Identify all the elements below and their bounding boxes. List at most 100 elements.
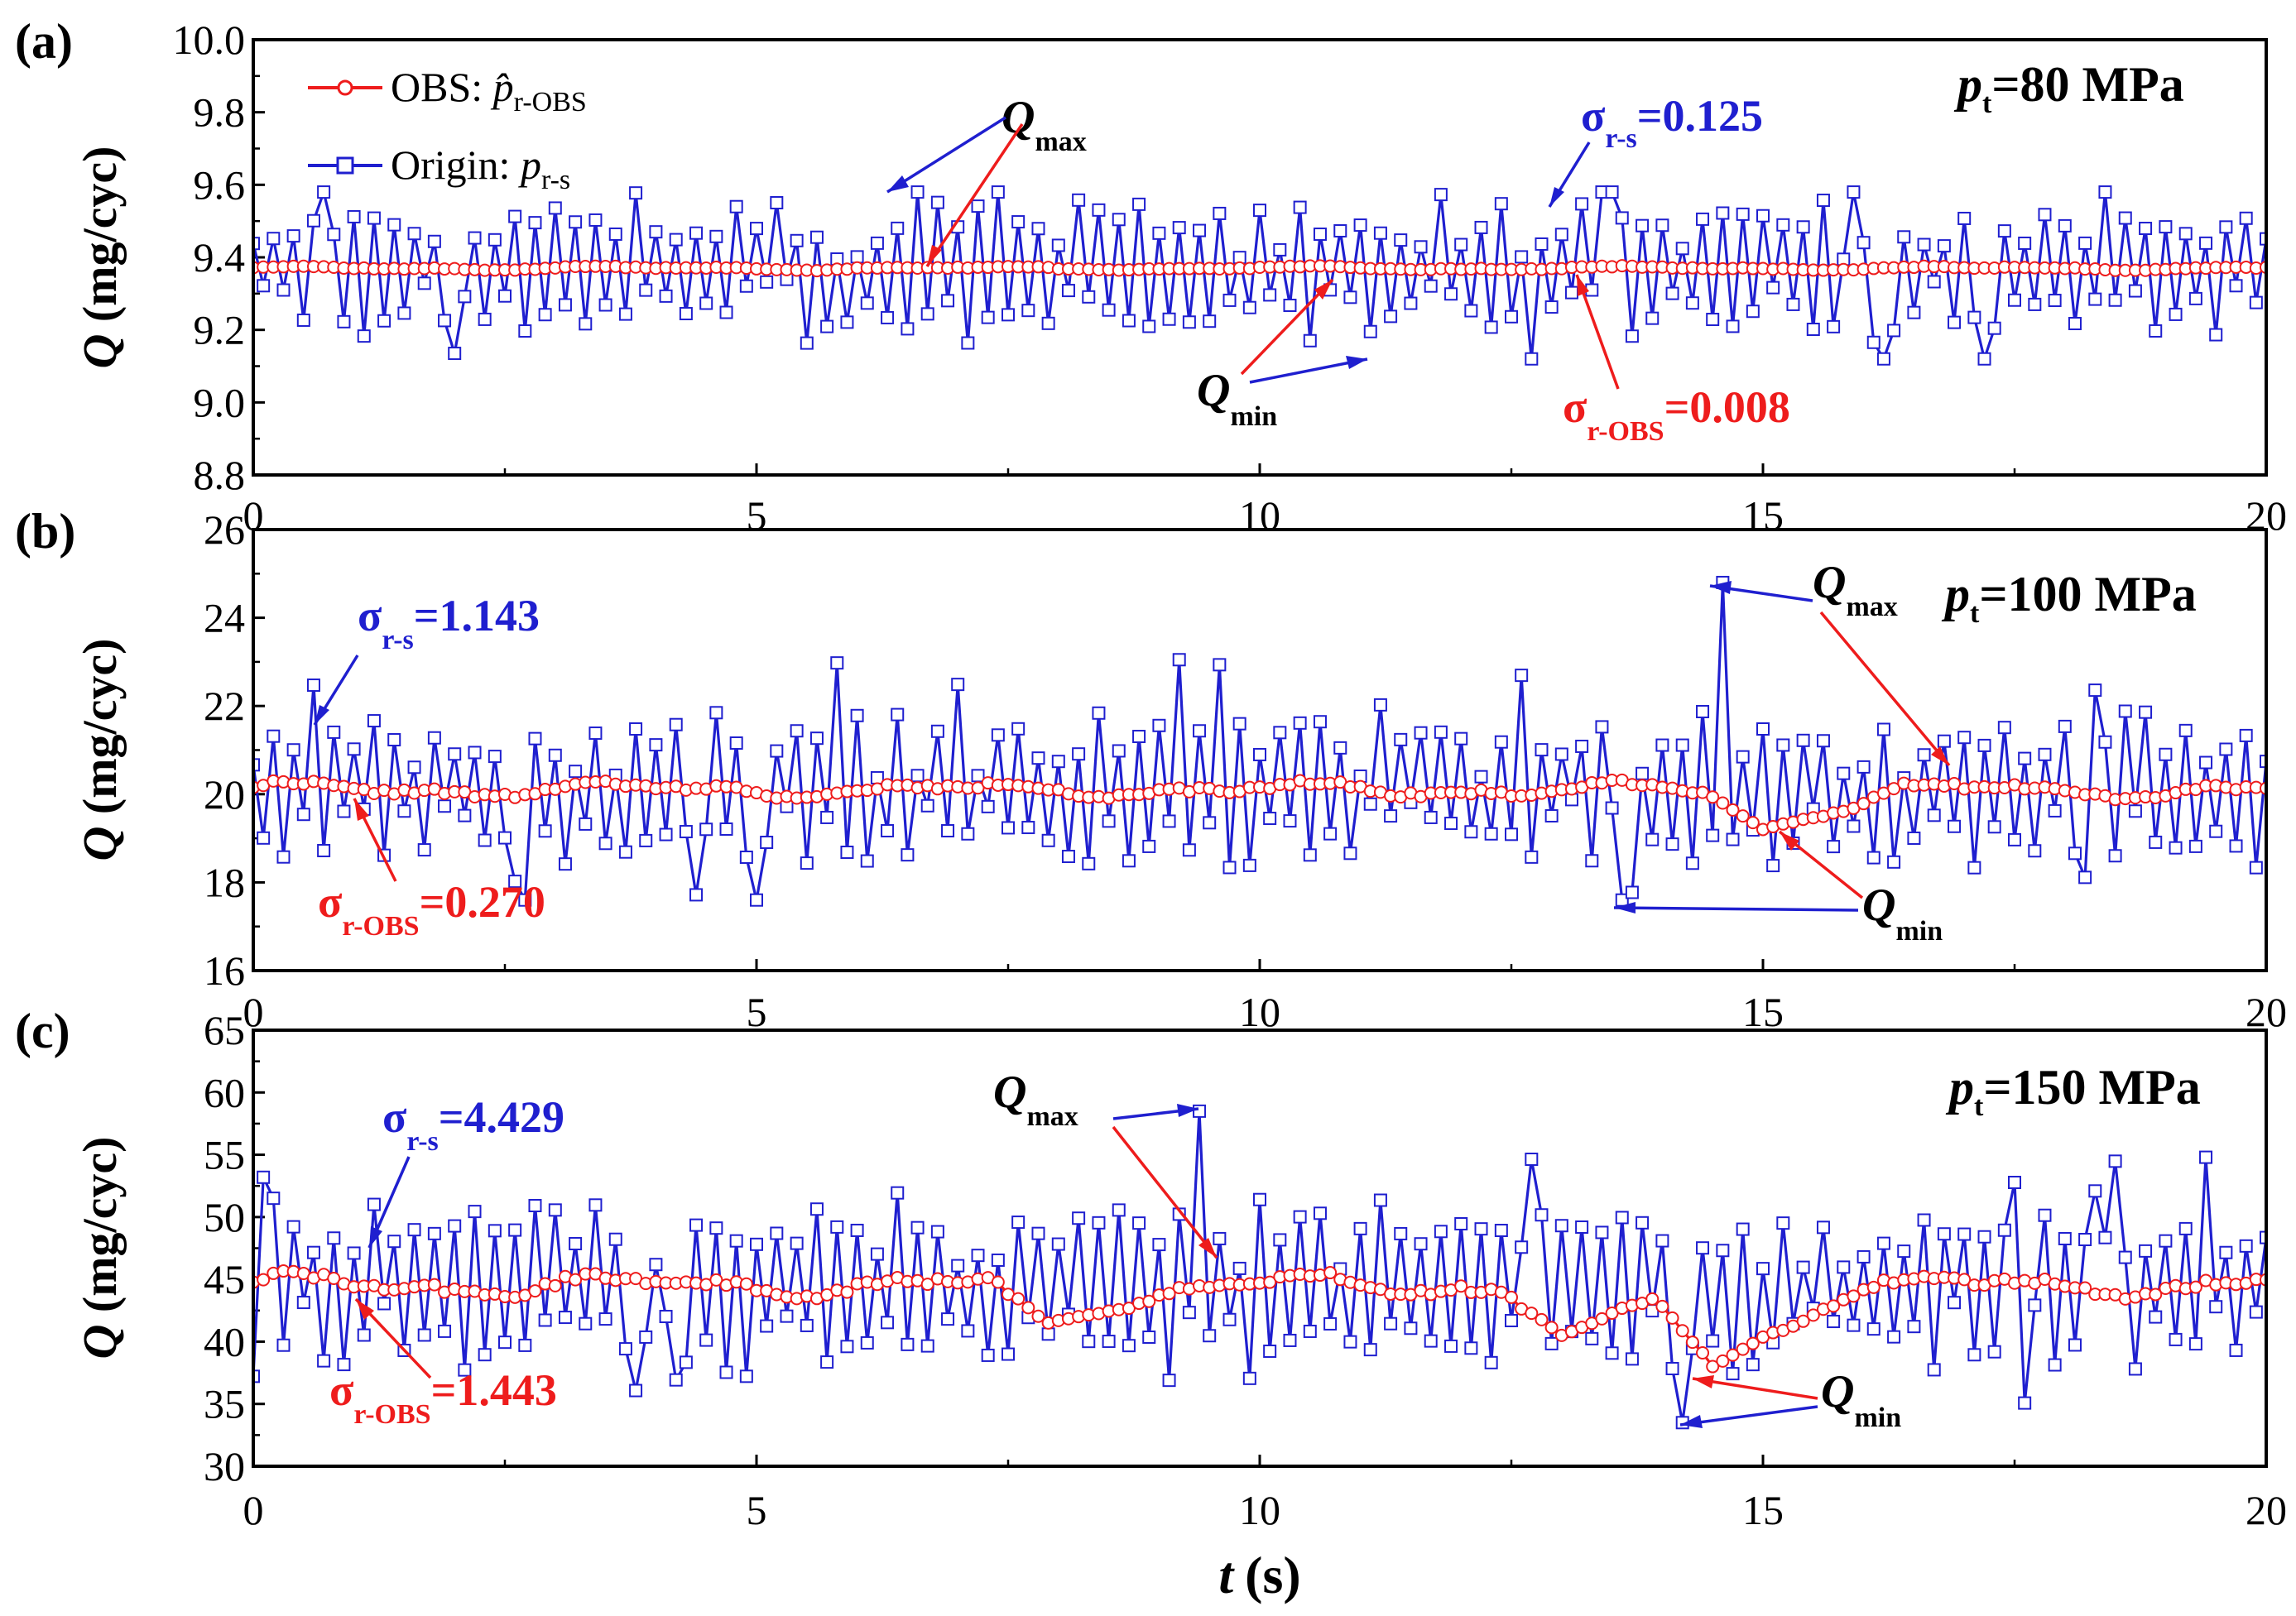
origin-point bbox=[1001, 1347, 1015, 1361]
origin-point bbox=[407, 1223, 421, 1237]
origin-point bbox=[2088, 292, 2102, 306]
origin-point bbox=[881, 823, 895, 837]
origin-point bbox=[1876, 352, 1890, 366]
origin-point bbox=[2178, 1221, 2193, 1235]
origin-point bbox=[1494, 735, 1508, 749]
origin-point bbox=[2028, 297, 2042, 311]
origin-point bbox=[850, 1223, 864, 1237]
origin-point bbox=[608, 227, 622, 241]
origin-point bbox=[1726, 319, 1740, 333]
origin-point bbox=[2149, 1310, 2163, 1324]
origin-point bbox=[2098, 735, 2112, 749]
origin-point bbox=[961, 336, 975, 350]
panel-b-qmin-arrowhead-red bbox=[1780, 832, 1799, 851]
origin-point bbox=[1917, 237, 1931, 252]
origin-point bbox=[1706, 313, 1720, 327]
origin-point bbox=[1837, 766, 1851, 780]
obs-point bbox=[1535, 1312, 1549, 1326]
origin-point bbox=[1414, 1237, 1428, 1251]
origin-point bbox=[2048, 1358, 2062, 1372]
origin-point bbox=[1162, 1374, 1176, 1388]
origin-point bbox=[820, 319, 834, 333]
origin-point bbox=[1193, 1104, 1207, 1118]
origin-point bbox=[2068, 317, 2082, 331]
panel-a-qmax-label: Qmax bbox=[1001, 92, 1087, 157]
panel-a-qmin-arrowhead-red bbox=[1314, 280, 1333, 300]
origin-point bbox=[387, 218, 401, 232]
origin-point bbox=[1112, 744, 1126, 758]
origin-point bbox=[649, 225, 663, 239]
origin-point bbox=[1434, 188, 1448, 202]
origin-point bbox=[1977, 352, 1991, 366]
origin-point bbox=[1454, 1216, 1468, 1230]
origin-point bbox=[1253, 204, 1266, 218]
origin-point bbox=[2048, 294, 2062, 308]
origin-point bbox=[508, 209, 522, 223]
origin-point bbox=[941, 824, 955, 838]
origin-point bbox=[2038, 208, 2052, 222]
origin-point bbox=[257, 1170, 271, 1184]
obs-point bbox=[2078, 1281, 2092, 1295]
origin-point bbox=[478, 312, 492, 326]
origin-point bbox=[961, 1324, 975, 1338]
origin-point bbox=[569, 765, 583, 779]
obs-point bbox=[1505, 1290, 1518, 1304]
origin-point bbox=[800, 1318, 814, 1332]
origin-point bbox=[548, 748, 562, 762]
origin-point bbox=[961, 827, 975, 841]
origin-point bbox=[528, 216, 542, 230]
panel-c-axes: 30 35 40 45 50 55 60 65 0 5 10 15 20 bbox=[204, 1007, 2287, 1533]
origin-point bbox=[1816, 194, 1830, 208]
origin-point bbox=[1142, 1331, 1156, 1345]
obs-point bbox=[1645, 1292, 1660, 1306]
origin-point bbox=[2219, 742, 2233, 756]
origin-point bbox=[1061, 284, 1075, 298]
origin-point bbox=[2058, 218, 2072, 233]
origin-point bbox=[2088, 1184, 2102, 1198]
origin-point bbox=[1957, 731, 1972, 745]
origin-point bbox=[1685, 296, 1699, 310]
y-tick-label-c: 35 bbox=[204, 1381, 245, 1427]
origin-point bbox=[1897, 230, 1911, 244]
origin-point bbox=[2159, 220, 2173, 234]
origin-point bbox=[1756, 1262, 1770, 1276]
origin-point bbox=[1273, 1233, 1287, 1247]
origin-point bbox=[1102, 303, 1116, 317]
origin-point bbox=[2118, 211, 2132, 225]
obs-point bbox=[528, 1284, 542, 1298]
origin-point bbox=[1987, 321, 2001, 335]
origin-point bbox=[951, 1259, 965, 1273]
origin-point bbox=[639, 1330, 653, 1344]
origin-point bbox=[367, 1197, 381, 1211]
origin-point bbox=[267, 729, 281, 743]
y-tick-label-a: 9.6 bbox=[194, 161, 246, 208]
origin-point bbox=[1636, 766, 1650, 780]
origin-point bbox=[1917, 748, 1931, 762]
origin-point bbox=[1827, 1315, 1841, 1329]
origin-point bbox=[1615, 1211, 1629, 1225]
origin-point bbox=[1544, 300, 1559, 314]
origin-point bbox=[337, 804, 351, 818]
origin-point bbox=[2149, 835, 2163, 849]
origin-point bbox=[1505, 1313, 1518, 1327]
origin-point bbox=[1343, 846, 1357, 861]
origin-point bbox=[1464, 304, 1478, 318]
origin-point bbox=[296, 808, 310, 822]
origin-point bbox=[1031, 751, 1045, 765]
panel-a-sigma-rs-arrowhead bbox=[1549, 187, 1564, 207]
origin-point bbox=[1434, 1225, 1448, 1239]
obs-point bbox=[2188, 1280, 2202, 1294]
y-tick-label-b: 18 bbox=[204, 859, 245, 905]
obs-point bbox=[1716, 1354, 1730, 1368]
origin-point bbox=[629, 186, 643, 200]
origin-point bbox=[1363, 324, 1377, 338]
origin-point bbox=[1293, 716, 1307, 730]
origin-point bbox=[1967, 310, 1981, 324]
origin-point bbox=[306, 679, 320, 693]
origin-point bbox=[1636, 1216, 1650, 1230]
panel-b-pressure: pt=100 MPa bbox=[1941, 567, 2197, 629]
origin-point bbox=[478, 833, 492, 847]
origin-point bbox=[286, 1220, 300, 1234]
origin-point bbox=[317, 843, 331, 857]
origin-point bbox=[1665, 286, 1679, 300]
